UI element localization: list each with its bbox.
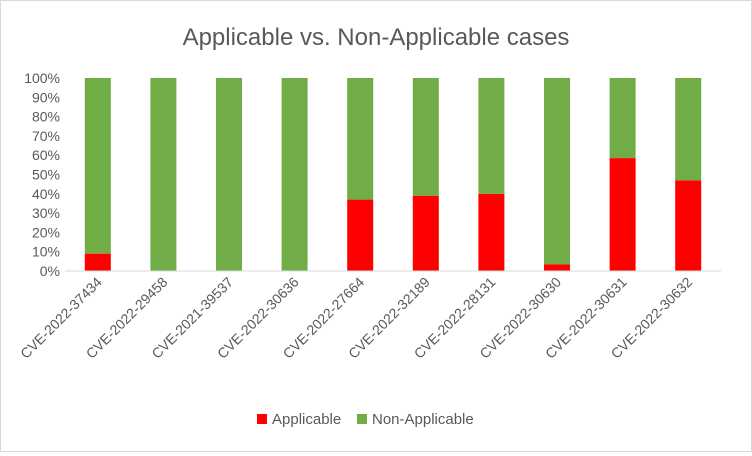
bar-non-applicable — [675, 78, 702, 181]
chart-title: Applicable vs. Non-Applicable cases — [183, 24, 570, 51]
y-tick-label: 80% — [32, 109, 60, 125]
x-axis: CVE-2022-37434CVE-2022-29458CVE-2021-395… — [17, 274, 695, 362]
bar-applicable — [609, 158, 636, 271]
bar-non-applicable — [478, 78, 505, 194]
y-tick-label: 40% — [32, 186, 60, 202]
y-tick-label: 70% — [32, 128, 60, 144]
plot-area — [84, 78, 702, 271]
bar-applicable — [544, 264, 570, 271]
y-tick-label: 100% — [24, 70, 60, 86]
bar-applicable — [84, 253, 111, 271]
legend-label: Non-Applicable — [372, 411, 474, 428]
y-tick-label: 20% — [32, 224, 60, 240]
bar-non-applicable — [412, 78, 439, 196]
y-tick-label: 50% — [32, 167, 60, 183]
y-axis: 0% 10% 20% 30% 40% 50% 60% 70% 80% 90% 100% — [24, 70, 60, 279]
legend-swatch — [357, 414, 367, 424]
legend-swatch — [257, 414, 267, 424]
y-tick-label: 60% — [32, 147, 60, 163]
y-tick-label: 0% — [40, 263, 60, 279]
y-tick-label: 30% — [32, 205, 60, 221]
bar-non-applicable — [281, 78, 308, 271]
bar-applicable — [347, 199, 374, 271]
bar-non-applicable — [544, 78, 570, 265]
y-tick-label: 90% — [32, 89, 60, 105]
bar-applicable — [412, 195, 439, 271]
y-tick-label: 10% — [32, 244, 60, 260]
bar-non-applicable — [150, 78, 177, 271]
legend-label: Applicable — [272, 411, 341, 428]
bar-applicable — [675, 180, 702, 271]
bar-non-applicable — [347, 78, 374, 200]
legend: Applicable Non-Applicable — [257, 411, 474, 428]
bar-applicable — [478, 193, 505, 271]
bar-non-applicable — [216, 78, 242, 271]
bar-non-applicable — [84, 78, 111, 254]
bar-non-applicable — [609, 78, 636, 159]
